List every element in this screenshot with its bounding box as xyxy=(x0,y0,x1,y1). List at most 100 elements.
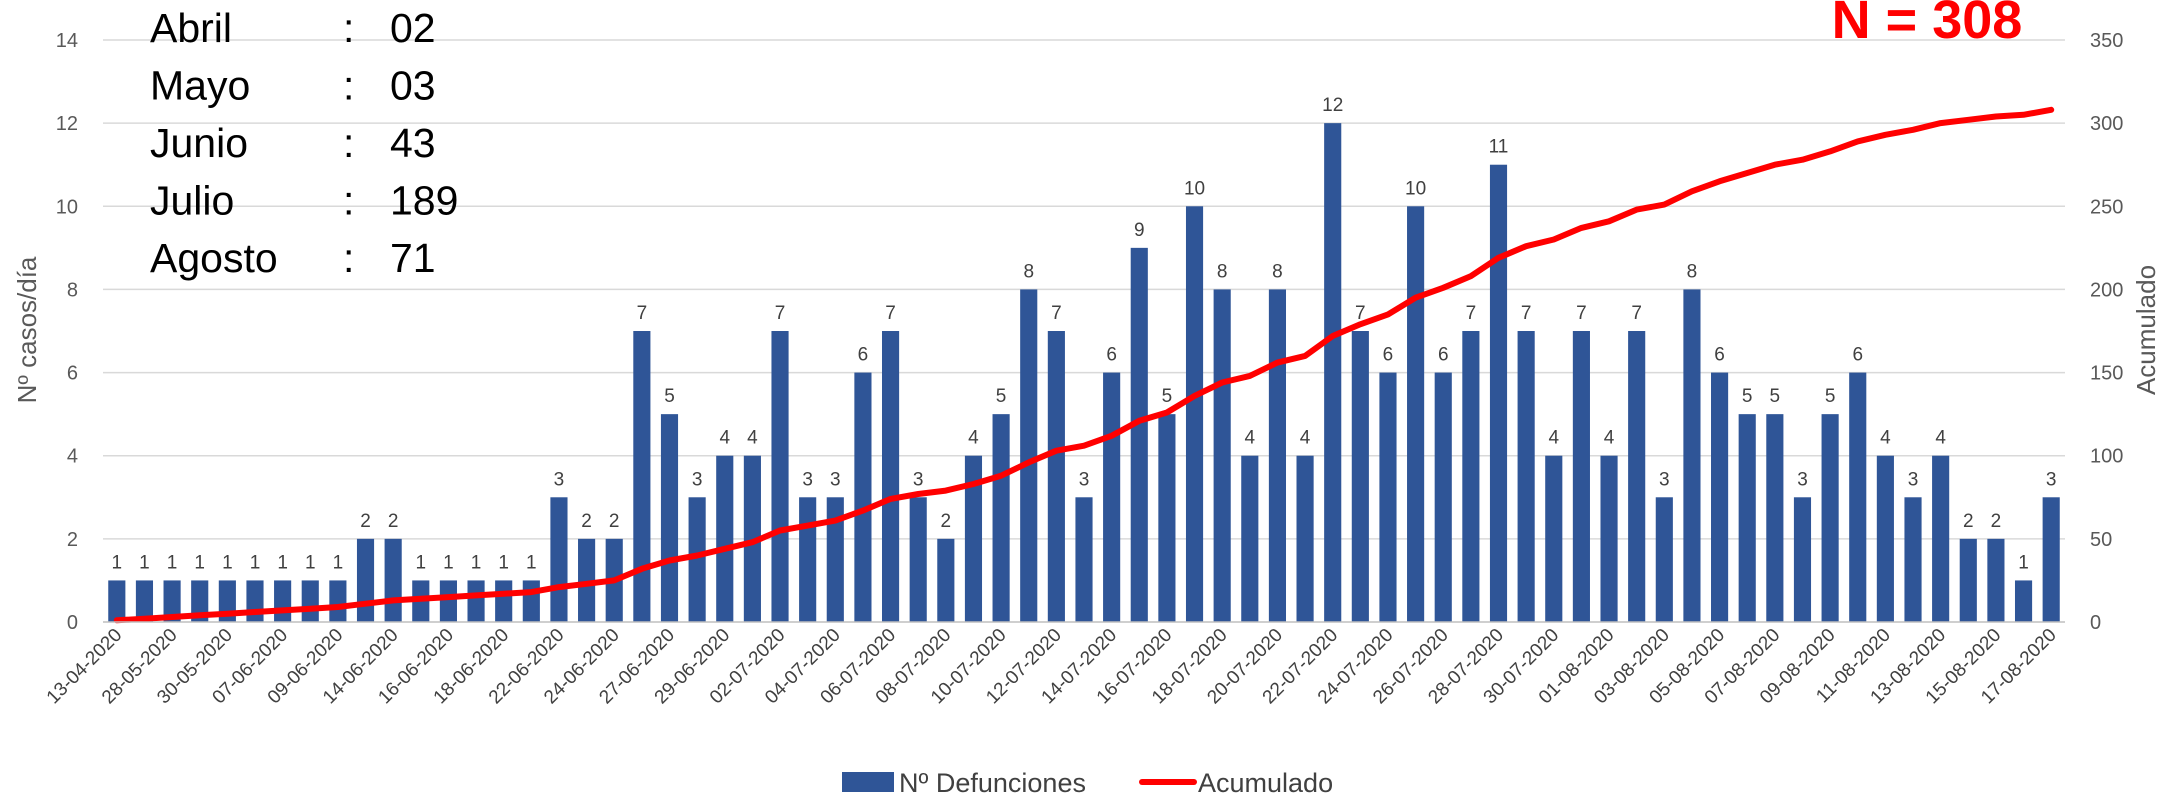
bar xyxy=(163,580,181,622)
bar xyxy=(881,331,900,622)
monthly-summary: Abril:02Mayo:03Junio:43Julio:189Agosto:7… xyxy=(150,5,458,281)
bar xyxy=(1489,164,1508,622)
y-tick-label: 2 xyxy=(67,529,78,551)
bar-value-label: 6 xyxy=(1106,345,1117,366)
bar xyxy=(688,497,706,622)
bar xyxy=(2014,580,2033,622)
bar-value-label: 2 xyxy=(1991,511,2002,532)
bar xyxy=(1572,331,1590,622)
bar-value-label: 3 xyxy=(802,469,813,490)
y2-tick-label: 0 xyxy=(2090,612,2101,634)
bar-value-label: 2 xyxy=(941,511,952,532)
summary-separator: : xyxy=(343,235,354,281)
summary-separator: : xyxy=(343,63,354,109)
bar xyxy=(1379,372,1397,622)
bar xyxy=(633,331,651,622)
bar-value-label: 1 xyxy=(471,552,482,573)
bar xyxy=(384,538,402,622)
bar xyxy=(578,538,596,622)
bar xyxy=(329,580,347,622)
bar-value-label: 6 xyxy=(858,345,869,366)
bar xyxy=(964,455,983,622)
bar xyxy=(274,580,292,622)
summary-separator: : xyxy=(343,120,354,166)
bar xyxy=(1351,331,1369,622)
bar xyxy=(522,580,540,622)
bar-value-label: 7 xyxy=(1521,303,1532,324)
y-tick-label: 14 xyxy=(56,30,78,52)
bar xyxy=(108,580,126,622)
cumulative-line xyxy=(113,106,2055,624)
bar xyxy=(826,497,844,622)
bar-value-label: 4 xyxy=(1935,428,1946,449)
bar-value-label: 3 xyxy=(1079,469,1090,490)
bar xyxy=(2042,497,2060,622)
bar xyxy=(1462,331,1480,622)
bar xyxy=(1821,414,1839,622)
bar xyxy=(1655,497,1673,622)
bar-value-label: 1 xyxy=(333,552,344,573)
bar-value-label: 1 xyxy=(498,552,509,573)
bar xyxy=(992,414,1010,622)
bar-value-label: 1 xyxy=(194,552,205,573)
bar-value-label: 4 xyxy=(1548,428,1559,449)
bar-value-label: 7 xyxy=(1576,303,1587,324)
summary-month: Abril xyxy=(150,5,232,51)
bar-value-label: 6 xyxy=(1383,345,1394,366)
bar-value-label: 5 xyxy=(1825,386,1836,407)
bar xyxy=(1987,538,2005,622)
summary-separator: : xyxy=(343,5,354,51)
bar xyxy=(743,455,761,622)
bar xyxy=(1517,331,1535,622)
bar-value-label: 2 xyxy=(388,511,399,532)
bar xyxy=(1766,414,1784,622)
bar-value-label: 1 xyxy=(250,552,261,573)
summary-value: 189 xyxy=(390,178,458,224)
bar xyxy=(1628,331,1646,622)
legend-label-bars: Nº Defunciones xyxy=(899,768,1086,794)
bar-value-label: 8 xyxy=(1687,261,1698,282)
bar-value-label: 1 xyxy=(2018,552,2029,573)
y2-tick-label: 250 xyxy=(2090,196,2123,218)
y-tick-label: 4 xyxy=(67,446,78,468)
y-axis-right: 0 50 100 150 200 250 300 350 xyxy=(2090,30,2123,634)
bar-value-label: 4 xyxy=(1245,428,1256,449)
summary-value: 71 xyxy=(390,235,436,281)
bar-value-label: 3 xyxy=(1908,469,1919,490)
y2-axis-title: Acumulado xyxy=(2131,265,2161,395)
bar-value-label: 1 xyxy=(139,552,150,573)
bar-value-label: 6 xyxy=(1852,345,1863,366)
summary-month: Julio xyxy=(150,178,234,224)
bar-value-label: 7 xyxy=(1466,303,1477,324)
bar xyxy=(1158,414,1176,622)
y-axis-left: 0 2 4 6 8 10 12 14 xyxy=(56,30,78,634)
y-axis-title: Nº casos/día xyxy=(12,256,42,403)
summary-value: 43 xyxy=(390,120,436,166)
summary-month: Agosto xyxy=(150,235,278,281)
y-tick-label: 8 xyxy=(67,279,78,301)
bar-value-label: 3 xyxy=(1797,469,1808,490)
y2-tick-label: 100 xyxy=(2090,446,2123,468)
bar-value-label: 2 xyxy=(1963,511,1974,532)
bar-value-label: 3 xyxy=(554,469,565,490)
bar-value-label: 3 xyxy=(2046,469,2057,490)
bar-value-label: 6 xyxy=(1438,345,1449,366)
bar-value-label: 2 xyxy=(581,511,592,532)
bar xyxy=(1932,455,1950,622)
y-tick-label: 10 xyxy=(56,196,78,218)
y-tick-label: 6 xyxy=(67,363,78,385)
bar-value-label: 2 xyxy=(360,511,371,532)
bar-value-label: 7 xyxy=(637,303,648,324)
bar-value-label: 1 xyxy=(415,552,426,573)
bar-value-label: 6 xyxy=(1714,345,1725,366)
bar xyxy=(1185,206,1204,623)
bar-value-label: 8 xyxy=(1217,261,1228,282)
bar-value-label: 7 xyxy=(1631,303,1642,324)
bar-value-label: 3 xyxy=(830,469,841,490)
bar xyxy=(301,580,319,622)
bar xyxy=(1545,455,1563,622)
bar xyxy=(1324,123,1342,623)
summary-value: 02 xyxy=(390,5,436,51)
